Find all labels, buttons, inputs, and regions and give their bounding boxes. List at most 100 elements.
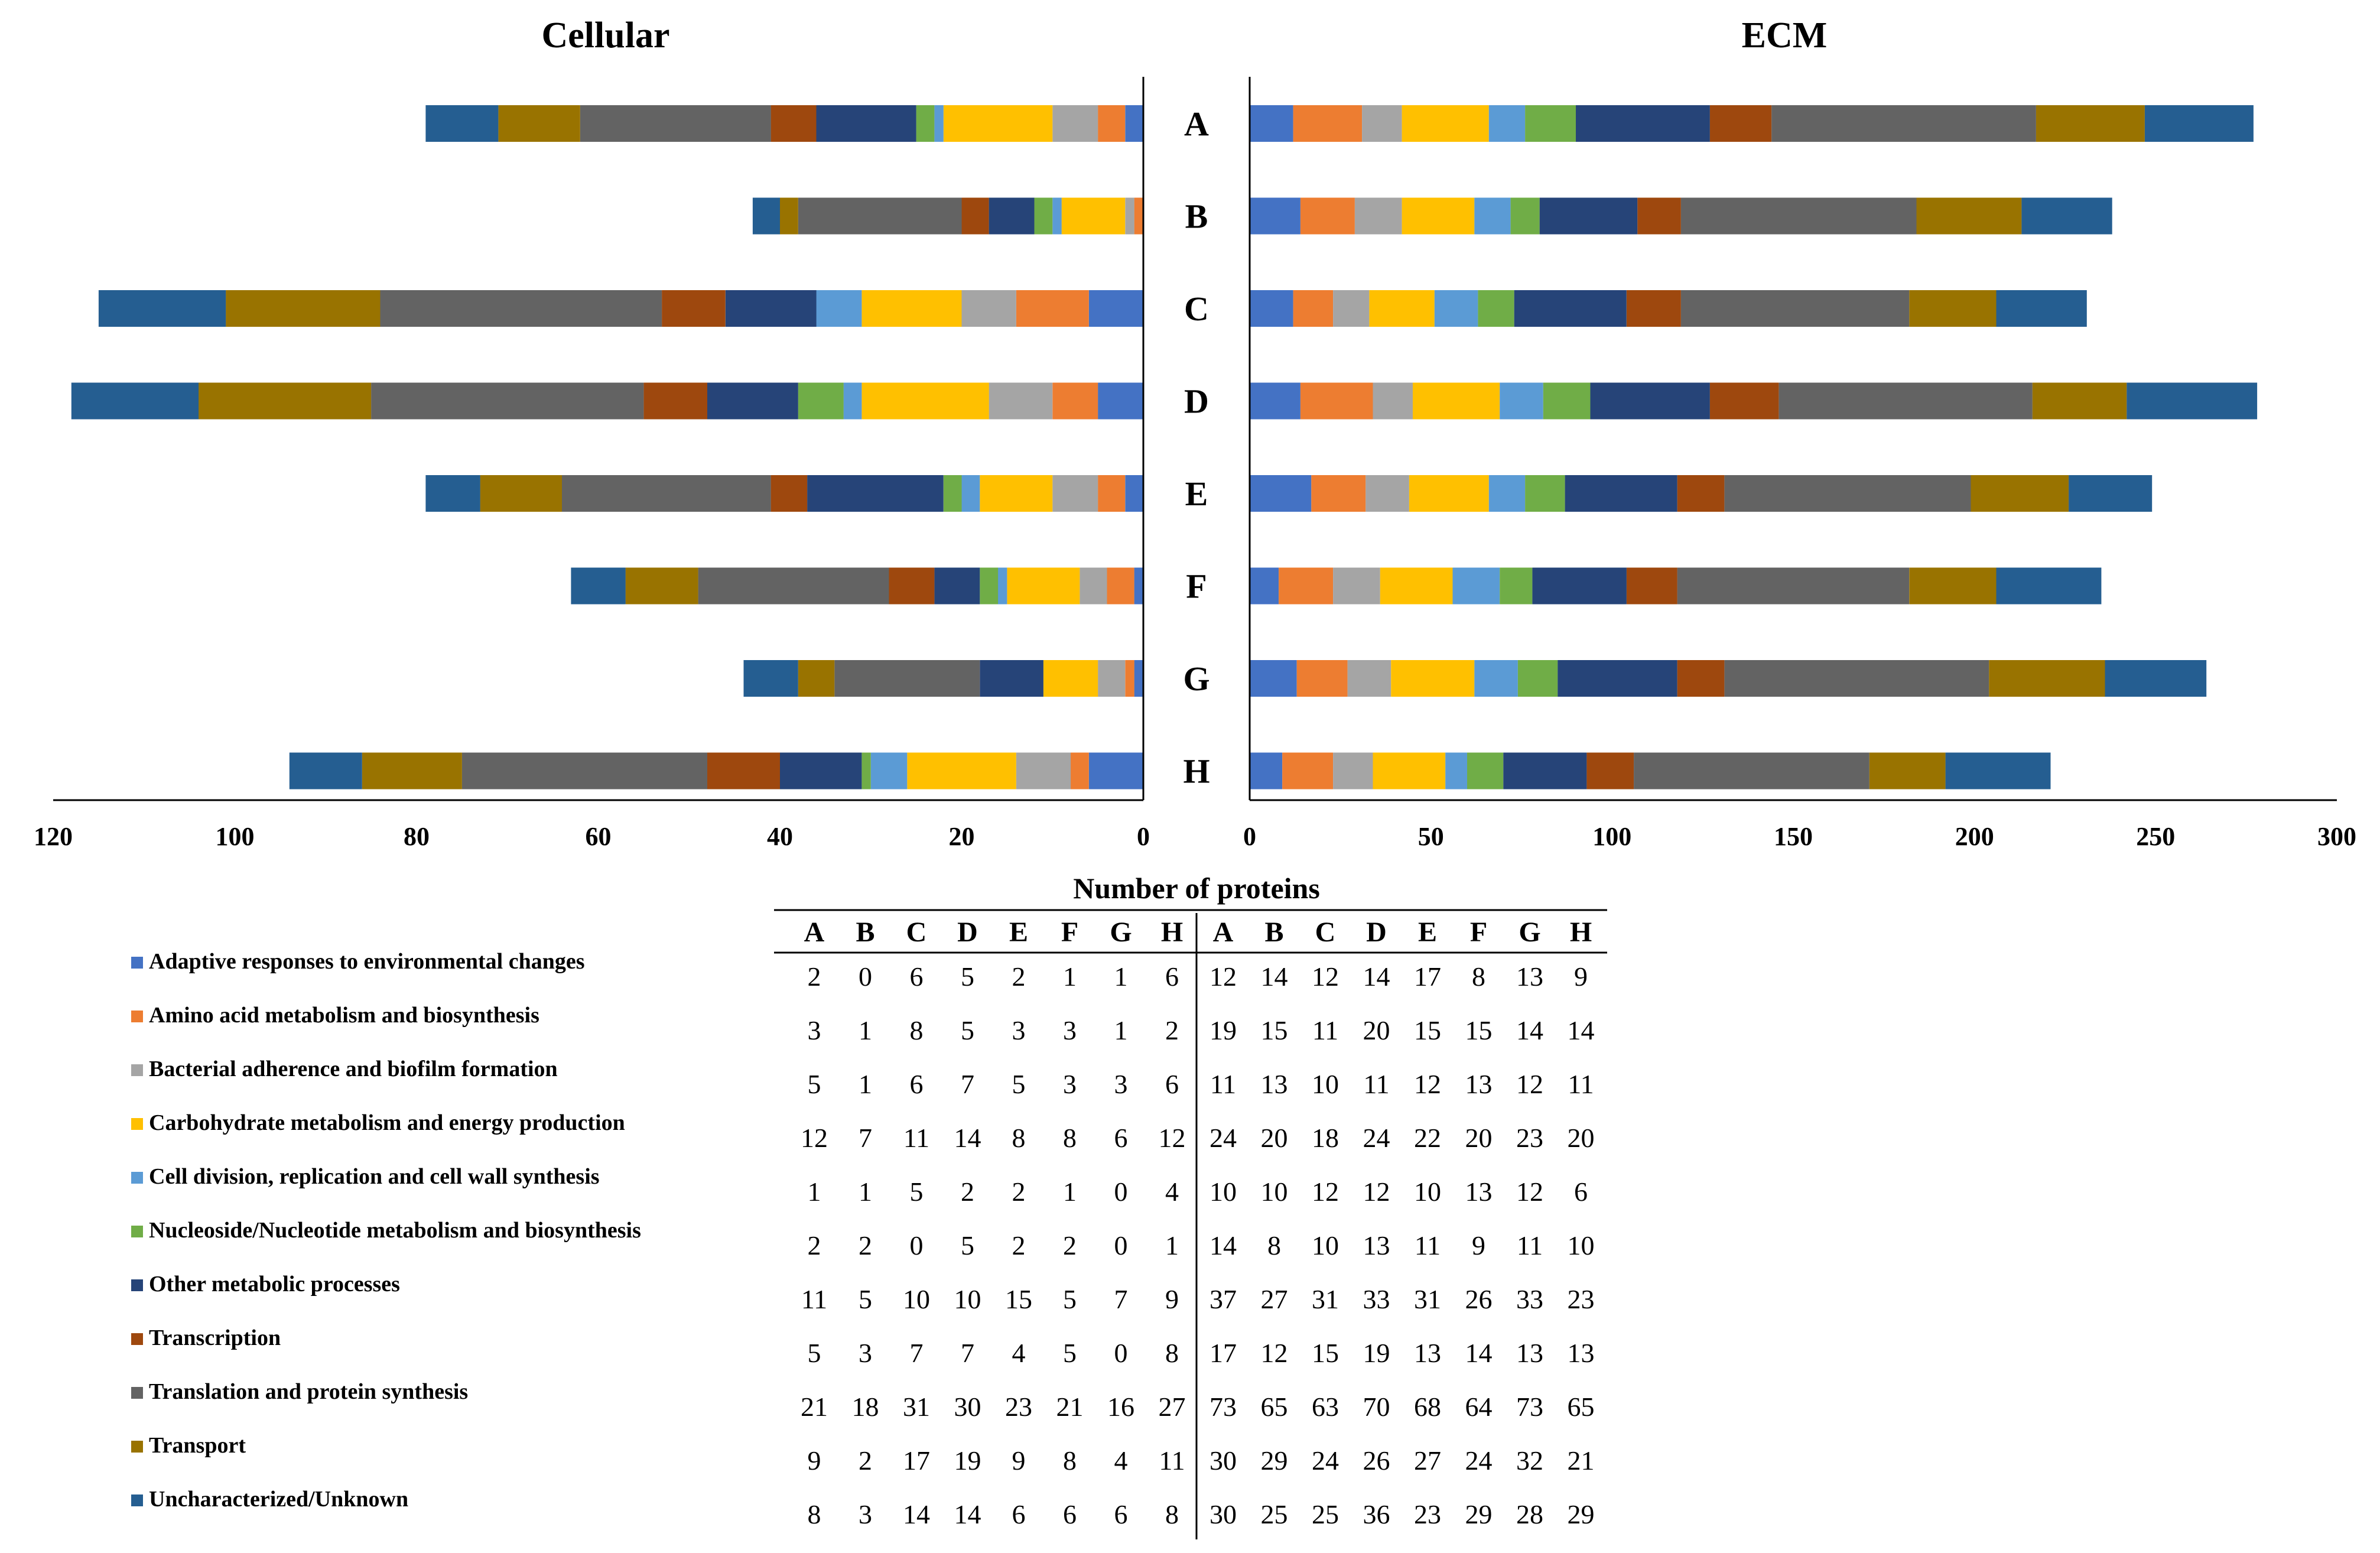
bar-ecm-B-s0 — [1250, 197, 1300, 235]
table-cell: 9 — [1165, 1284, 1179, 1314]
table-cell: 17 — [903, 1445, 930, 1476]
table-cell: 15 — [1261, 1015, 1288, 1045]
bar-ecm-G-s5 — [1517, 660, 1558, 697]
table-cell: 23 — [1568, 1284, 1595, 1314]
bar-ecm-A-s10 — [2144, 105, 2254, 142]
bar-ecm-G-s2 — [1347, 660, 1391, 697]
table-cell: 14 — [1363, 961, 1390, 992]
bar-cellular-E-s7 — [770, 475, 808, 512]
bar-ecm-D-s8 — [1779, 382, 2033, 420]
table-cell: 7 — [1114, 1284, 1128, 1314]
bar-cellular-F-s3 — [1007, 567, 1080, 605]
bar-ecm-H-s6 — [1503, 752, 1587, 790]
bar-cellular-F-s0 — [1134, 567, 1143, 605]
table-cell: 15 — [1312, 1338, 1339, 1368]
table-cell: 18 — [1312, 1123, 1339, 1153]
bar-cellular-C-s3 — [861, 290, 962, 327]
table-header-ecm-A: A — [1213, 917, 1234, 948]
table-cell: 8 — [808, 1499, 821, 1529]
table-cell: 10 — [903, 1284, 930, 1314]
bar-cellular-A-s9 — [498, 105, 580, 142]
table-cell: 10 — [1414, 1177, 1441, 1207]
bar-cellular-D-s4 — [843, 382, 862, 420]
bar-ecm-D-s0 — [1250, 382, 1300, 420]
table-cell: 27 — [1159, 1392, 1186, 1422]
table-cell: 70 — [1363, 1392, 1390, 1422]
legend-swatch-6 — [131, 1279, 143, 1291]
table-cell: 1 — [808, 1177, 821, 1207]
table-cell: 31 — [903, 1392, 930, 1422]
table-cell: 8 — [1472, 961, 1485, 992]
bar-ecm-D-s9 — [2032, 382, 2127, 420]
category-label-H: H — [1183, 752, 1209, 791]
table-cell: 65 — [1568, 1392, 1595, 1422]
cellular-tick-3: 60 — [586, 822, 612, 851]
table-cell: 2 — [1165, 1015, 1179, 1045]
bar-cellular-A-s3 — [943, 105, 1053, 142]
table-cell: 10 — [1312, 1069, 1339, 1099]
table-cell: 6 — [910, 1069, 924, 1099]
table-header-ecm-G: G — [1519, 917, 1540, 948]
table-cell: 3 — [1063, 1015, 1077, 1045]
table-cell: 4 — [1114, 1445, 1128, 1476]
table-cell: 33 — [1363, 1284, 1390, 1314]
table-cell: 12 — [1516, 1177, 1543, 1207]
table-cell: 19 — [954, 1445, 981, 1476]
table-cell: 12 — [1516, 1069, 1543, 1099]
bar-ecm-E-s4 — [1488, 475, 1526, 512]
table-cell: 16 — [1107, 1392, 1134, 1422]
bar-cellular-G-s8 — [834, 660, 980, 697]
bar-ecm-H-s9 — [1869, 752, 1946, 790]
bar-cellular-B-s3 — [1061, 197, 1126, 235]
table-cell: 3 — [859, 1499, 872, 1529]
bar-ecm-F-s4 — [1452, 567, 1500, 605]
bar-ecm-C-s6 — [1514, 290, 1627, 327]
table-cell: 1 — [1165, 1230, 1179, 1260]
table-cell: 63 — [1312, 1392, 1339, 1422]
legend-label-7: Transcription — [149, 1325, 281, 1350]
bar-ecm-H-s8 — [1634, 752, 1869, 790]
table-cell: 30 — [1209, 1499, 1237, 1529]
bar-ecm-B-s5 — [1510, 197, 1540, 235]
bar-ecm-A-s2 — [1362, 105, 1402, 142]
table-cell: 0 — [1114, 1177, 1128, 1207]
legend-swatch-0 — [131, 957, 143, 969]
table-cell: 73 — [1209, 1392, 1237, 1422]
bar-ecm-H-s0 — [1250, 752, 1283, 790]
legend-label-9: Transport — [149, 1433, 246, 1458]
table-cell: 2 — [961, 1177, 974, 1207]
category-label-D: D — [1184, 382, 1209, 421]
cellular-tick-2: 80 — [404, 822, 430, 851]
table-header-ecm-F: F — [1470, 917, 1487, 948]
bar-ecm-H-s7 — [1586, 752, 1634, 790]
bar-ecm-H-s4 — [1445, 752, 1467, 790]
ecm-tick-3: 150 — [1774, 822, 1813, 851]
table-cell: 13 — [1516, 961, 1543, 992]
table-cell: 23 — [1414, 1499, 1441, 1529]
table-cell: 7 — [859, 1123, 872, 1153]
bar-ecm-A-s3 — [1402, 105, 1489, 142]
cellular-tick-labels: 120 100 80 60 40 20 0 — [34, 822, 1150, 851]
bar-ecm-D-s7 — [1709, 382, 1779, 420]
bar-cellular-A-s7 — [770, 105, 817, 142]
table-cell: 26 — [1465, 1284, 1493, 1314]
bar-cellular-E-s4 — [961, 475, 980, 512]
ecm-tick-6: 300 — [2317, 822, 2356, 851]
table-header-cellular-D: D — [957, 917, 978, 948]
bar-cellular-H-s7 — [707, 752, 780, 790]
table-cell: 20 — [1568, 1123, 1595, 1153]
bar-cellular-E-s1 — [1098, 475, 1126, 512]
ecm-tick-labels: 0 50 100 150 200 250 300 — [1243, 822, 2356, 851]
table-cell: 32 — [1516, 1445, 1543, 1476]
bar-ecm-H-s3 — [1373, 752, 1446, 790]
bar-ecm-C-s9 — [1909, 290, 1997, 327]
bar-ecm-E-s7 — [1677, 475, 1725, 512]
bar-cellular-D-s5 — [798, 382, 844, 420]
table-cell: 27 — [1414, 1445, 1441, 1476]
table-cell: 21 — [1568, 1445, 1595, 1476]
bar-ecm-E-s9 — [1971, 475, 2069, 512]
table-cell: 11 — [1517, 1230, 1543, 1260]
ecm-tick-0: 0 — [1243, 822, 1256, 851]
cellular-tick-6: 0 — [1137, 822, 1150, 851]
